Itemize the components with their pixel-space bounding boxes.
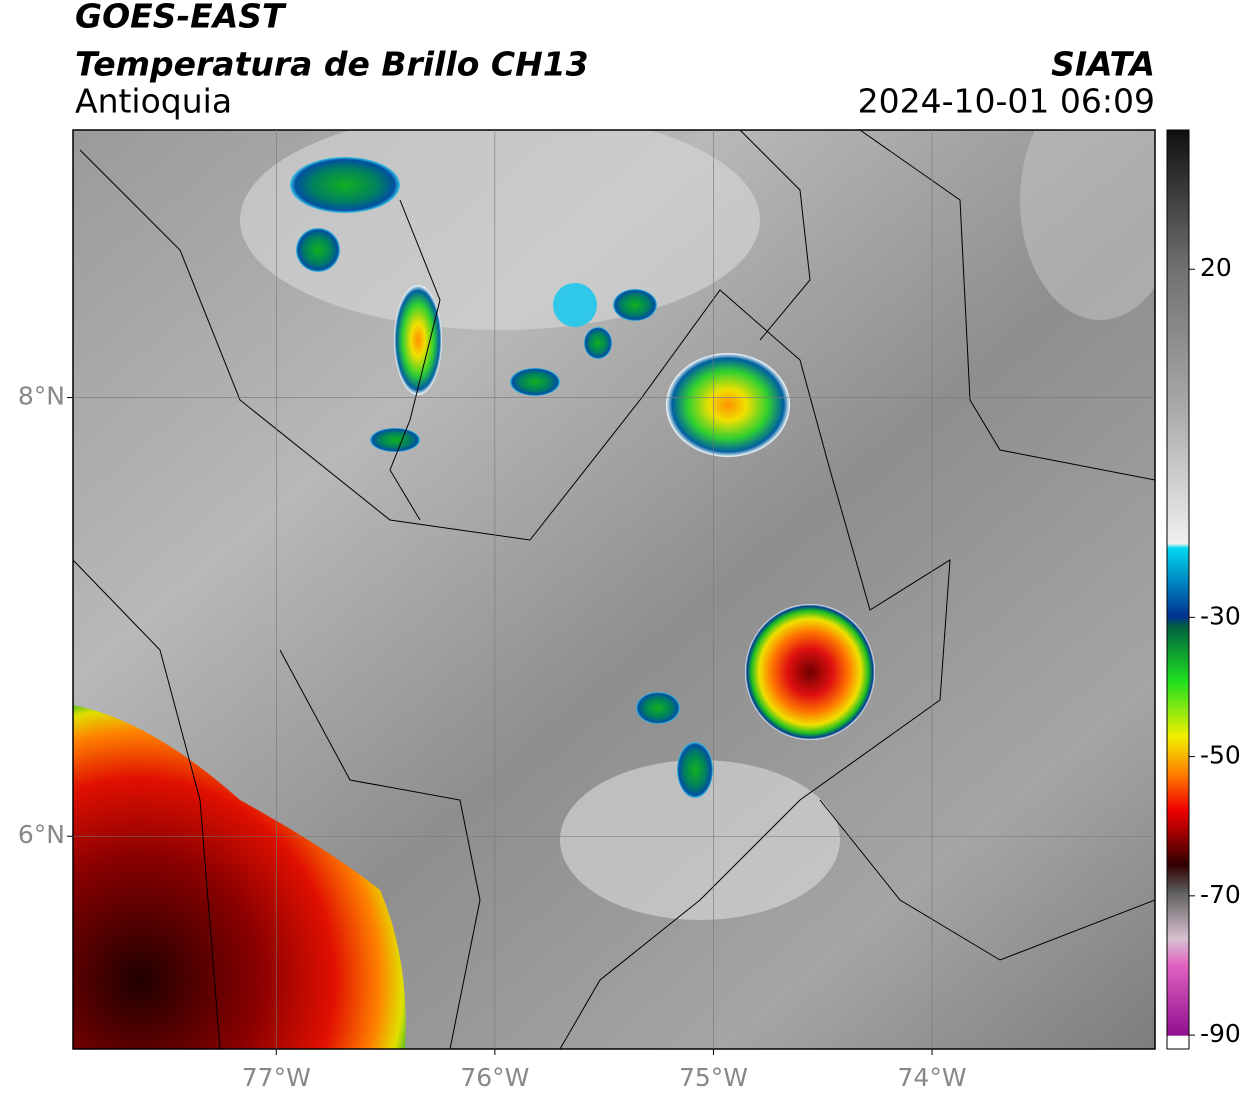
colorbar-label: 20 [1200, 253, 1232, 282]
colorbar-label: -90 [1200, 1019, 1241, 1048]
x-tick-label: 75°W [679, 1063, 748, 1092]
colorbar [1166, 129, 1190, 1050]
map-frame [72, 129, 1156, 1050]
map-image [73, 130, 1155, 1049]
x-tick-label: 76°W [460, 1063, 529, 1092]
x-tick-label: 77°W [242, 1063, 311, 1092]
colorbar-label: -70 [1200, 880, 1241, 909]
x-tick-label: 74°W [898, 1063, 967, 1092]
datetime: 2024-10-01 06:09 [858, 82, 1155, 121]
source: SIATA [1051, 45, 1155, 84]
y-tick-label: 8°N [18, 382, 65, 411]
title: GOES-EAST [75, 0, 287, 36]
region: Antioquia [75, 82, 232, 121]
colorbar-label: -30 [1200, 601, 1241, 630]
subtitle: Temperatura de Brillo CH13 [75, 45, 589, 84]
colorbar-label: -50 [1200, 741, 1241, 770]
y-tick-label: 6°N [18, 820, 65, 849]
